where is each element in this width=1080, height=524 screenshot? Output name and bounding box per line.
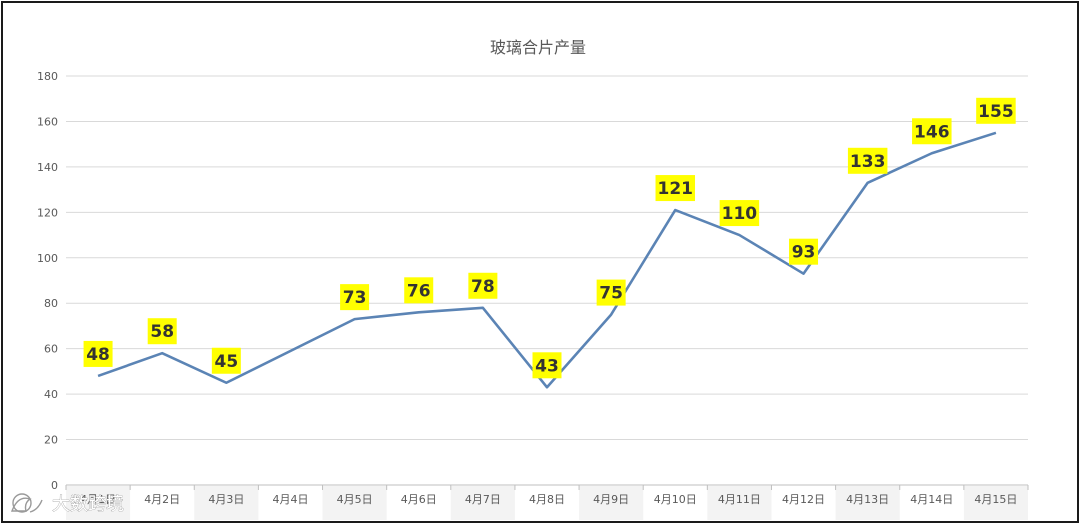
x-band <box>450 486 515 520</box>
x-band <box>835 486 900 520</box>
data-label: 76 <box>404 277 434 304</box>
x-tick-label: 4月5日 <box>337 493 373 506</box>
x-band <box>66 486 131 520</box>
x-tick-label: 4月14日 <box>910 493 953 506</box>
data-labels: 48 58 45 73 76 78 43 75 121 110 93 133 146 155 <box>83 97 1016 379</box>
y-tick-label: 160 <box>37 115 58 128</box>
y-tick-label: 100 <box>37 252 58 265</box>
data-label-text: 73 <box>343 288 367 308</box>
x-tick-label: 4月4日 <box>272 493 308 506</box>
x-tick-label: 4月9日 <box>593 493 629 506</box>
data-label: 45 <box>211 347 241 374</box>
data-label-text: 121 <box>658 179 694 199</box>
x-tick-label: 4月8日 <box>529 493 565 506</box>
data-label-bg <box>976 97 1016 124</box>
x-axis: 4月1日 4月2日 4月3日 4月4日 4月5日 4月6日 4月7日 4月8日 4月9日 4月10… <box>65 485 1029 506</box>
data-label: 133 <box>847 147 888 174</box>
x-band <box>707 486 772 520</box>
data-label-text: 146 <box>914 122 950 142</box>
y-tick-label: 60 <box>44 343 58 356</box>
y-tick-label: 40 <box>44 388 58 401</box>
data-label-text: 43 <box>535 356 559 376</box>
data-label-text: 75 <box>599 284 623 304</box>
x-tick-label: 4月12日 <box>782 493 825 506</box>
x-tick-label: 4月13日 <box>846 493 889 506</box>
x-tick-label: 4月2日 <box>144 493 180 506</box>
x-band <box>963 486 1028 520</box>
data-label-bg <box>211 347 241 374</box>
y-tick-label: 20 <box>44 434 58 447</box>
data-label-text: 76 <box>407 281 431 301</box>
y-tick-label: 140 <box>37 161 58 174</box>
chart-title: 玻璃合片产量 <box>490 38 586 57</box>
data-label-text: 133 <box>850 152 886 172</box>
data-label-text: 110 <box>722 204 758 224</box>
data-label-bg <box>340 284 370 311</box>
data-label: 43 <box>532 352 562 379</box>
x-tick-label: 4月1日 <box>80 493 116 506</box>
series-line-group <box>97 131 997 389</box>
data-label-bg <box>847 147 888 174</box>
data-label-bg <box>789 238 819 265</box>
data-label-bg <box>83 340 113 367</box>
data-label: 121 <box>655 175 696 202</box>
y-axis: 0 20 40 60 80 100 120 140 160 180 <box>37 70 58 492</box>
data-label-bg <box>404 277 434 304</box>
x-tick-label: 4月15日 <box>974 493 1017 506</box>
data-label-text: 45 <box>214 352 238 372</box>
data-label: 75 <box>596 279 626 306</box>
data-label: 110 <box>719 200 760 227</box>
y-tick-label: 180 <box>37 70 58 83</box>
x-band <box>579 486 644 520</box>
data-label-text: 58 <box>150 322 174 342</box>
data-label: 93 <box>789 238 819 265</box>
x-tick-label: 4月10日 <box>654 493 697 506</box>
data-label-bg <box>532 352 562 379</box>
x-tick-label: 4月3日 <box>208 493 244 506</box>
series-line <box>97 131 997 389</box>
watermark: 大数跨境 <box>10 493 124 515</box>
x-tick-label: 4月6日 <box>401 493 437 506</box>
x-band <box>194 486 259 520</box>
y-tick-label: 80 <box>44 297 58 310</box>
y-tick-label: 0 <box>51 479 58 492</box>
data-label: 48 <box>83 340 113 367</box>
watermark-logo-icon <box>10 493 43 513</box>
x-tick-label: 4月11日 <box>718 493 761 506</box>
data-label-bg <box>147 318 177 345</box>
data-label-bg <box>596 279 626 306</box>
x-band <box>322 486 387 520</box>
data-label: 78 <box>468 272 498 299</box>
data-label-text: 155 <box>978 102 1014 122</box>
x-tick-label: 4月7日 <box>465 493 501 506</box>
data-label-text: 48 <box>86 345 110 365</box>
data-label-text: 78 <box>471 277 495 297</box>
watermark-text: 大数跨境 <box>52 494 124 515</box>
data-label-text: 93 <box>792 243 816 263</box>
x-category-bands <box>66 486 1028 520</box>
data-label: 155 <box>976 97 1016 124</box>
data-label: 146 <box>912 118 952 145</box>
y-tick-label: 120 <box>37 206 58 219</box>
data-label: 73 <box>340 284 370 311</box>
gridlines <box>66 75 1028 486</box>
data-label-bg <box>468 272 498 299</box>
data-label-bg <box>719 200 760 227</box>
data-label: 58 <box>147 318 177 345</box>
data-label-bg <box>655 175 696 202</box>
data-label-bg <box>912 118 952 145</box>
